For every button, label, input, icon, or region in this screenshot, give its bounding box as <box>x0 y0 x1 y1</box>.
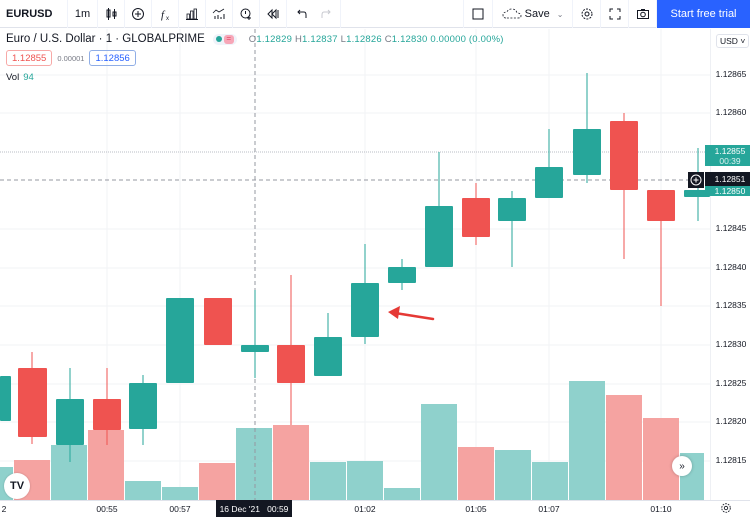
currency-selector[interactable]: USD ˅ <box>716 34 750 48</box>
alert-icon <box>240 8 251 20</box>
price-label: 1.12840 <box>715 262 747 272</box>
chart-legend: Euro / U.S. Dollar · 1 · GLOBALPRIME = O… <box>6 33 504 45</box>
create-alert-button[interactable] <box>233 0 260 28</box>
symbol-title[interactable]: Euro / U.S. Dollar · 1 · GLOBALPRIME <box>6 33 205 45</box>
time-label: 2 <box>1 504 7 514</box>
double-chevron-right-icon: » <box>679 460 685 472</box>
market-closed-icon: = <box>223 34 234 44</box>
fullscreen-button[interactable] <box>601 0 629 28</box>
financials-icon <box>186 8 198 20</box>
time-label: 01:05 <box>465 504 487 514</box>
replay-icon <box>267 8 279 19</box>
annotation-arrow[interactable] <box>388 306 435 321</box>
toolbar-right-group: Save ⌄ Start free trial <box>463 0 750 28</box>
market-status[interactable]: = <box>212 33 237 45</box>
plus-circle-icon <box>690 174 702 186</box>
time-label: 01:07 <box>538 504 560 514</box>
compare-symbol-button[interactable] <box>125 0 152 28</box>
price-label: 1.12860 <box>715 107 747 117</box>
cloud-icon <box>502 8 522 19</box>
crosshair-add-button[interactable] <box>688 172 704 188</box>
price-label: 1.12815 <box>715 455 747 465</box>
templates-icon <box>212 8 225 19</box>
volume-value: 94 <box>23 72 34 83</box>
camera-icon <box>636 9 649 19</box>
time-axis[interactable]: 2 00:55 00:57 01:02 01:05 01:07 01:10 <box>0 500 750 517</box>
time-label: 01:10 <box>650 504 672 514</box>
current-price-label: 1.12850 <box>705 186 750 196</box>
price-label: 1.12820 <box>715 416 747 426</box>
price-label: 1.12835 <box>715 300 747 310</box>
price-label: 1.12865 <box>715 69 747 79</box>
candlesticks <box>0 73 710 462</box>
price-axis[interactable]: 1.12865 1.12860 1.12845 1.12840 1.12835 … <box>710 29 750 500</box>
undo-button[interactable] <box>287 0 314 28</box>
add-symbol-icon <box>132 7 144 20</box>
financials-button[interactable] <box>179 0 206 28</box>
ohlc-values: O1.12829 H1.12837 L1.12826 C1.12830 0.00… <box>248 33 504 45</box>
price-label: 1.12825 <box>715 378 747 388</box>
volume-bars <box>0 381 704 500</box>
replay-button[interactable] <box>260 0 287 28</box>
last-price-label: 1.12855 00:39 <box>705 145 750 166</box>
interval-button[interactable]: 1m <box>68 0 98 28</box>
fullscreen-icon <box>609 8 620 20</box>
gear-icon <box>581 8 592 20</box>
chevron-down-icon[interactable]: ⌄ <box>556 9 564 19</box>
snapshot-button[interactable] <box>629 0 657 28</box>
svg-text:x: x <box>166 16 169 21</box>
tv-logo-icon: TV <box>9 480 25 492</box>
scroll-to-realtime-button[interactable]: » <box>672 456 692 476</box>
data-live-icon <box>215 36 222 42</box>
axis-settings-button[interactable] <box>720 502 732 517</box>
crosshair-price-label: 1.12851 <box>705 172 750 186</box>
crosshair-time-label: 16 Dec '21 00:59 <box>216 500 292 517</box>
start-free-trial-button[interactable]: Start free trial <box>657 0 750 28</box>
settings-button[interactable] <box>573 0 601 28</box>
volume-label: Vol <box>6 72 20 83</box>
symbol-search-button[interactable]: EURUSD <box>0 0 68 28</box>
svg-text:f: f <box>161 9 166 21</box>
templates-button[interactable] <box>206 0 233 28</box>
redo-button[interactable] <box>314 0 341 28</box>
layout-button[interactable] <box>463 0 493 28</box>
volume-legend: Vol 94 <box>6 72 34 83</box>
undo-icon <box>296 9 306 18</box>
candles-icon <box>106 7 117 20</box>
time-label: 00:57 <box>169 504 191 514</box>
price-label: 1.12830 <box>715 339 747 349</box>
buy-sell-panel: 1.12855 0.00001 1.12856 <box>6 50 136 66</box>
price-label: 1.12845 <box>715 223 747 233</box>
tradingview-logo[interactable]: TV <box>4 473 30 499</box>
redo-icon <box>321 9 331 18</box>
chart-type-button[interactable] <box>98 0 125 28</box>
time-label: 00:55 <box>96 504 118 514</box>
bar-countdown: 00:39 <box>719 156 741 166</box>
time-label: 01:02 <box>354 504 376 514</box>
layout-icon <box>472 8 484 20</box>
save-button[interactable]: Save ⌄ <box>493 0 573 28</box>
spread-value: 0.00001 <box>57 53 85 63</box>
buy-button[interactable]: 1.12856 <box>89 50 136 66</box>
gear-icon <box>721 503 731 513</box>
sell-button[interactable]: 1.12855 <box>6 50 53 66</box>
save-label: Save <box>524 8 550 20</box>
